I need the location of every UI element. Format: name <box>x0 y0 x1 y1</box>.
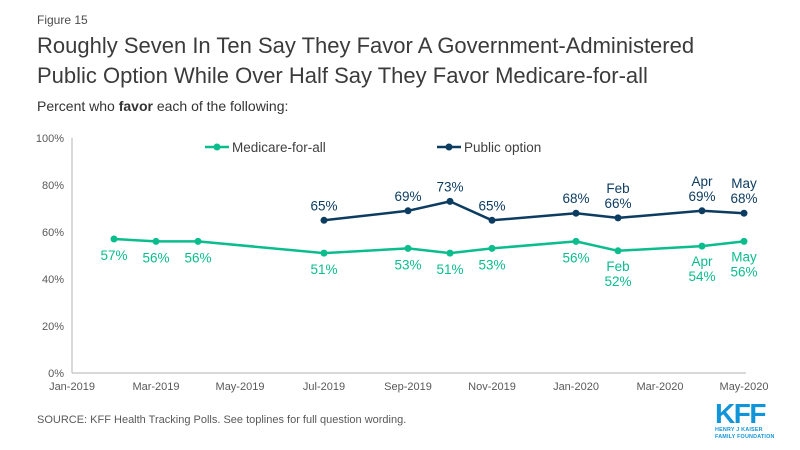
data-point <box>320 216 328 224</box>
data-point <box>740 237 748 245</box>
source-note: SOURCE: KFF Health Tracking Polls. See t… <box>37 414 407 426</box>
data-label: May <box>731 176 757 191</box>
data-label: 68% <box>562 191 589 206</box>
data-point <box>614 247 622 255</box>
data-point <box>194 237 202 245</box>
y-tick-label: 40% <box>42 274 64 286</box>
data-label: 51% <box>436 262 463 277</box>
page-title: Roughly Seven In Ten Say They Favor A Go… <box>37 31 797 91</box>
data-label: 65% <box>478 198 505 213</box>
kff-logo-text: KFF <box>715 398 766 429</box>
data-label: May <box>731 249 757 264</box>
data-point <box>152 237 160 245</box>
x-tick-label: Nov-2019 <box>468 381 516 393</box>
data-point <box>698 207 706 215</box>
data-point <box>740 209 748 217</box>
data-label: 73% <box>436 179 463 194</box>
legend-marker-dot <box>445 143 453 151</box>
data-label: 69% <box>688 189 715 204</box>
data-label: 68% <box>730 191 757 206</box>
data-label: 52% <box>604 274 631 289</box>
y-tick-label: 80% <box>42 180 64 192</box>
data-label: 51% <box>310 262 337 277</box>
data-point <box>488 244 496 252</box>
x-tick-label: Jul-2019 <box>303 381 345 393</box>
page-title-line-2: Public Option While Over Half Say They F… <box>37 63 648 88</box>
x-tick-label: Mar-2019 <box>132 381 179 393</box>
legend-label: Public option <box>464 140 541 155</box>
line-chart: 0% 20% 40% 60% 80% 100% Jan-2019 Mar-2019 May-20… <box>36 133 769 393</box>
kff-logo-subline-2: FAMILY FOUNDATION <box>715 434 775 440</box>
x-tick-label: May-2020 <box>720 381 769 393</box>
legend-label: Medicare-for-all <box>232 140 326 155</box>
data-label: 56% <box>184 250 211 265</box>
y-tick-label: 100% <box>36 133 64 145</box>
data-point <box>110 235 118 243</box>
x-tick-label: Mar-2020 <box>636 381 683 393</box>
data-label: 65% <box>310 198 337 213</box>
figure-label: Figure 15 <box>37 13 88 27</box>
x-tick-label: Jan-2019 <box>49 381 95 393</box>
data-label: Feb <box>606 181 629 196</box>
data-label: Feb <box>606 259 629 274</box>
data-label: 54% <box>688 269 715 284</box>
subtitle-suffix: each of the following: <box>152 98 289 114</box>
x-tick-label: Sep-2019 <box>384 381 432 393</box>
data-point <box>572 237 580 245</box>
data-label: 69% <box>394 189 421 204</box>
data-label: Apr <box>691 174 713 189</box>
data-point <box>404 244 412 252</box>
data-point <box>488 216 496 224</box>
page-title-line-1: Roughly Seven In Ten Say They Favor A Go… <box>37 33 695 58</box>
data-label: 53% <box>478 257 505 272</box>
y-tick-label: 20% <box>42 321 64 333</box>
data-point <box>446 249 454 257</box>
data-label: 57% <box>100 248 127 263</box>
subtitle-bold-word: favor <box>118 98 153 114</box>
data-label: 56% <box>730 264 757 279</box>
series-line-public-option <box>323 200 745 222</box>
data-point <box>698 242 706 250</box>
chart-subtitle: Percent who favor each of the following: <box>37 98 288 114</box>
kff-logo-subline-1: HENRY J KAISER <box>715 427 763 433</box>
subtitle-prefix: Percent who <box>37 98 119 114</box>
x-tick-label: May-2019 <box>216 381 265 393</box>
legend-marker-dot <box>213 143 221 151</box>
data-point <box>614 214 622 222</box>
kff-logo: KFF HENRY J KAISER FAMILY FOUNDATION <box>715 398 775 440</box>
data-label: 56% <box>562 250 589 265</box>
data-label: Apr <box>691 254 713 269</box>
x-tick-label: Jan-2020 <box>553 381 599 393</box>
data-point <box>446 197 454 205</box>
data-point <box>572 209 580 217</box>
data-label: 56% <box>142 250 169 265</box>
data-point <box>320 249 328 257</box>
y-tick-label: 60% <box>42 227 64 239</box>
data-label: 66% <box>604 196 631 211</box>
y-tick-label: 0% <box>48 368 64 380</box>
data-point <box>404 207 412 215</box>
data-label: 53% <box>394 257 421 272</box>
